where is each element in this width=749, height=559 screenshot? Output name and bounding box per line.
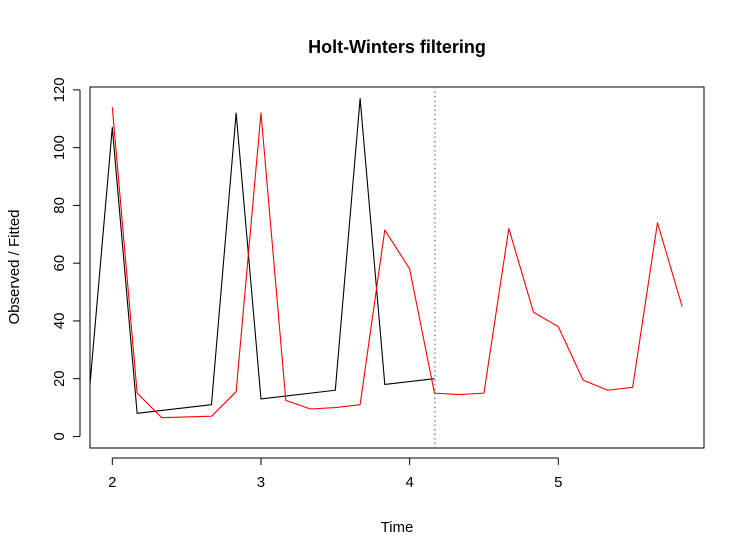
chart-title: Holt-Winters filtering xyxy=(308,37,486,57)
x-tick-label: 5 xyxy=(554,474,562,491)
x-tick-label: 2 xyxy=(108,474,116,491)
y-tick-label: 80 xyxy=(51,197,68,214)
y-tick-label: 40 xyxy=(51,313,68,330)
plot-area xyxy=(90,87,683,448)
y-tick-label: 120 xyxy=(51,77,68,102)
y-tick-label: 0 xyxy=(51,432,68,440)
y-axis-label: Observed / Fitted xyxy=(6,209,23,324)
y-tick-label: 20 xyxy=(51,370,68,387)
x-tick-label: 4 xyxy=(405,474,413,491)
fitted-series-line xyxy=(111,107,683,419)
plot-frame xyxy=(89,86,705,449)
observed-series-line xyxy=(90,98,435,414)
y-tick-label: 100 xyxy=(51,135,68,160)
x-axis: 2 3 4 5 xyxy=(108,457,562,491)
y-axis: 0 20 40 60 80 100 120 xyxy=(51,77,81,441)
x-axis-label: Time xyxy=(381,519,414,536)
y-tick-label: 60 xyxy=(51,255,68,272)
x-tick-label: 3 xyxy=(257,474,265,491)
